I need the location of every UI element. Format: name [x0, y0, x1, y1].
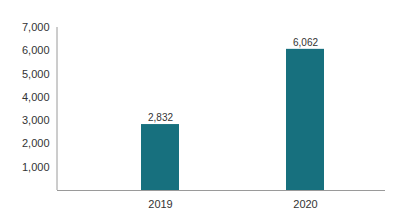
- svg-text:6,000: 6,000: [22, 44, 50, 56]
- svg-text:1,000: 1,000: [22, 161, 50, 173]
- svg-text:2,832: 2,832: [148, 112, 173, 123]
- svg-text:4,000: 4,000: [22, 91, 50, 103]
- svg-text:2020: 2020: [293, 198, 317, 210]
- svg-text:7,000: 7,000: [22, 21, 50, 33]
- svg-text:3,000: 3,000: [22, 114, 50, 126]
- svg-text:2019: 2019: [148, 198, 172, 210]
- svg-text:6,062: 6,062: [293, 37, 318, 48]
- svg-text:2,000: 2,000: [22, 137, 50, 149]
- svg-text:5,000: 5,000: [22, 68, 50, 80]
